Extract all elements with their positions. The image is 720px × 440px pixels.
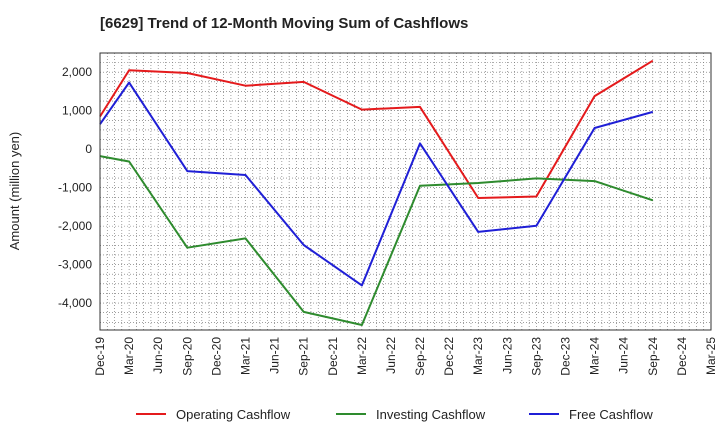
series-layer [99, 59, 654, 326]
x-tick-label: Jun-22 [384, 337, 398, 374]
x-tick-label: Jun-23 [500, 337, 514, 374]
legend-label-investing-cashflow: Investing Cashflow [376, 407, 486, 422]
x-tick-label: Jun-21 [268, 337, 282, 374]
x-tick-label: Dec-23 [559, 337, 573, 376]
x-tick-label: Dec-24 [675, 337, 689, 376]
x-tick-label: Sep-20 [180, 337, 194, 376]
y-tick-label: 1,000 [62, 104, 92, 118]
x-tick-labels: Dec-19 Mar-20 Jun-20 Sep-20 Dec-20 Mar-21 Jun-… [93, 337, 718, 376]
y-tick-label: 0 [85, 142, 92, 156]
y-tick-label: 2,000 [62, 65, 92, 79]
x-tick-label: Dec-21 [326, 337, 340, 376]
legend-label-operating-cashflow: Operating Cashflow [176, 407, 291, 422]
series-line-investing-cashflow [99, 155, 654, 326]
x-tick-label: Mar-22 [355, 337, 369, 375]
x-tick-label: Dec-20 [209, 337, 223, 376]
series-line-free-cashflow [99, 81, 654, 287]
x-tick-label: Jun-24 [617, 337, 631, 374]
x-tick-label: Sep-22 [413, 337, 427, 376]
x-tick-label: Mar-20 [122, 337, 136, 375]
legend-label-free-cashflow: Free Cashflow [569, 407, 653, 422]
x-tick-label: Sep-23 [529, 337, 543, 376]
series-line-operating-cashflow [99, 59, 654, 199]
y-axis-label: Amount (million yen) [7, 132, 22, 251]
y-tick-label: -4,000 [58, 296, 92, 310]
chart-title: [6629] Trend of 12-Month Moving Sum of C… [100, 15, 469, 32]
x-tick-label: Mar-24 [588, 337, 602, 375]
y-tick-label: -3,000 [58, 258, 92, 272]
x-tick-label: Mar-21 [238, 337, 252, 375]
x-tick-label: Mar-23 [471, 337, 485, 375]
x-tick-label: Sep-24 [646, 337, 660, 376]
plot-frame [99, 52, 712, 331]
y-tick-label: -1,000 [58, 181, 92, 195]
legend: Operating Cashflow Investing Cashflow Free… [136, 407, 653, 422]
x-tick-label: Mar-25 [704, 337, 718, 375]
x-tick-label: Jun-20 [151, 337, 165, 374]
x-tick-label: Sep-21 [297, 337, 311, 376]
x-tick-label: Dec-22 [442, 337, 456, 376]
x-tick-label: Dec-19 [93, 337, 107, 376]
y-tick-labels: 2,000 1,000 0 -1,000 -2,000 -3,000 -4,000 [58, 65, 92, 310]
y-tick-label: -2,000 [58, 219, 92, 233]
